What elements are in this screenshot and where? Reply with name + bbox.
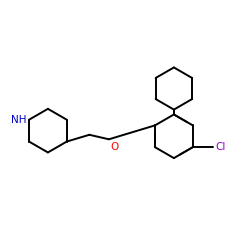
Text: O: O bbox=[110, 142, 118, 152]
Text: Cl: Cl bbox=[215, 142, 225, 152]
Text: NH: NH bbox=[11, 115, 26, 125]
